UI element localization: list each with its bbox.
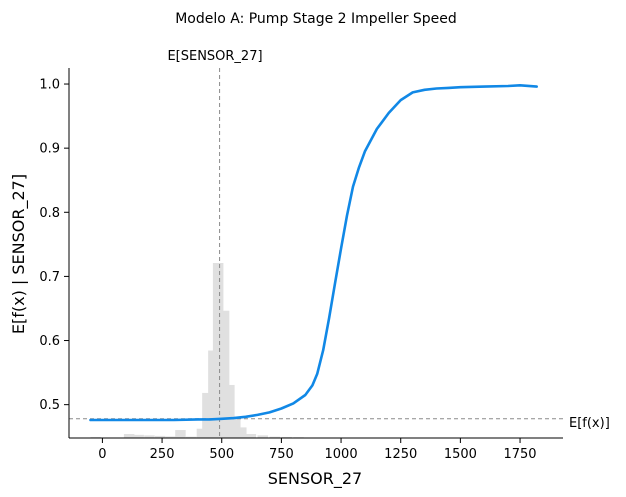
histogram-layer [90,263,304,438]
y-tick-label: 0.6 [39,334,60,349]
x-tick-label: 1250 [384,447,417,462]
histogram-bar [123,434,135,438]
y-tick-label: 0.8 [39,206,60,221]
histogram-bar [257,435,269,438]
histogram-bar [218,310,230,438]
histogram-bar [165,436,177,438]
histogram-bar [281,436,292,438]
x-tick-label: 1500 [444,447,477,462]
histogram-bar [224,384,235,438]
histogram-bar [236,427,247,438]
x-tick-label: 1750 [503,447,536,462]
histogram-bar [212,263,224,438]
histogram-bar [269,436,280,438]
histogram-bar [175,430,186,438]
x-axis-title: SENSOR_27 [268,469,362,489]
histogram-bar [133,434,144,438]
series-layer [89,84,539,422]
x-tick-label: 500 [209,447,234,462]
histogram-bar [230,416,241,438]
series-line [89,84,539,422]
chart-title: Modelo A: Pump Stage 2 Impeller Speed [175,11,457,27]
y-axis-title: E[f(x) | SENSOR_27] [9,174,29,334]
histogram-bar [185,436,197,438]
y-tick-label: 0.7 [39,270,60,285]
x-tick-label: 0 [98,447,106,462]
histogram-bar [245,434,257,438]
y-tick-label: 1.0 [39,78,60,93]
histogram-bar [90,436,101,438]
labels-layer: Modelo A: Pump Stage 2 Impeller Speed SE… [9,11,610,489]
reference-lines-layer [69,68,563,438]
y-tick-label: 0.5 [39,398,60,413]
y-tick-label: 0.9 [39,142,60,157]
x-tick-label: 1000 [325,447,358,462]
axes-layer: 0 250 500 750 1000 1250 1500 1750 0.5 0.6 0.7 0.8 0.… [39,68,563,462]
histogram-bar [154,435,166,438]
e-fx-label: E[f(x)] [569,416,610,431]
histogram-bar [196,428,208,438]
e-sensor-27-label: E[SENSOR_27] [167,49,262,64]
histogram-bar [144,435,155,438]
histogram-bar [202,392,213,438]
x-tick-label: 250 [150,447,175,462]
x-tick-label: 750 [269,447,294,462]
